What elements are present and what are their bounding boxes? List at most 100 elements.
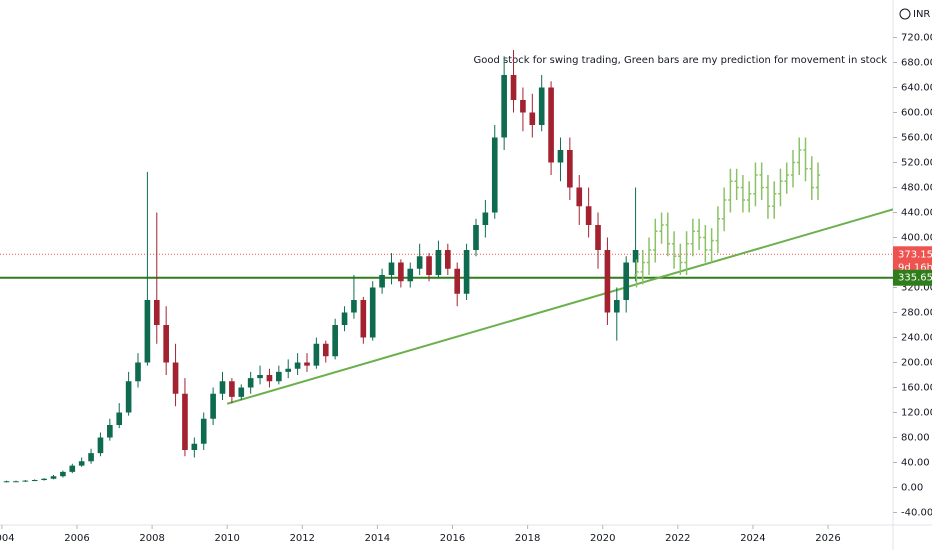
last-price-label: 373.15 [898,249,932,260]
candle-body [557,150,564,163]
candle-body [13,481,19,483]
x-tick-label: 2016 [440,533,465,544]
candle-body [379,275,385,288]
candle-body [313,343,320,366]
candle-body [144,300,151,363]
candle-body [294,362,301,369]
candle-body [182,393,188,450]
last-price-tag [893,246,932,275]
candle-body [529,112,536,125]
candle-body [520,100,526,113]
candle-body [510,75,517,100]
candle-body [632,250,639,263]
x-tick-label: 2008 [139,533,164,544]
x-tick-label: 2004 [0,533,15,544]
y-tick-label: 280.00 [901,308,932,319]
candle-body [341,312,348,325]
x-tick-label: 2018 [515,533,540,544]
y-tick-label: 40.00 [901,458,930,469]
y-tick-label: 560.00 [901,133,932,144]
y-tick-label: 80.00 [901,433,930,444]
candle-body [473,225,479,250]
candle-body [369,287,376,338]
y-tick-label: 200.00 [901,358,932,369]
candle-body [153,300,160,325]
candle-body [88,453,94,462]
y-tick-label: -40.00 [901,508,932,519]
candle-body [60,471,66,477]
candle-body [229,381,235,397]
x-tick-label: 2022 [665,533,690,544]
candle-body [31,480,38,481]
currency-icon [899,8,911,20]
candle-body [613,300,620,313]
candle-body [491,137,498,213]
candle-body [567,150,573,188]
hline-tag [893,269,932,286]
candle-body [501,75,507,138]
candle-body [135,362,141,382]
candle-body [116,412,123,425]
candle-body [163,325,169,363]
candle-body [604,250,611,313]
candle-body [407,268,414,282]
currency-label: INR [913,9,930,20]
annotation: Good stock for swing trading, Green bars… [473,55,887,66]
candle-body [351,300,357,313]
currency[interactable]: INR [899,8,930,20]
candle-body [200,418,207,444]
candle-body [97,437,104,454]
candle-body [78,461,85,466]
candle-body [360,300,367,338]
candle-body [332,325,338,357]
candle-body [444,250,451,269]
x-tick-label: 2026 [815,533,840,544]
candle-body [538,87,545,125]
candle-body [219,381,226,394]
x-tick-label: 2012 [290,533,315,544]
y-tick-label: 440.00 [901,208,932,219]
y-tick-label: 720.00 [901,33,932,44]
y-tick-label: 600.00 [901,108,932,119]
candle-body [416,256,423,269]
candle-body [426,256,432,275]
candle-body [257,375,263,379]
hline-label: 335.65 [898,273,932,284]
candle-body [3,481,10,483]
y-tick-label: 680.00 [901,58,932,69]
candle-body [585,206,592,225]
candle-body [50,476,57,479]
candle-body [69,465,76,472]
x-tick-label: 2014 [365,533,390,544]
candle-body [238,387,245,397]
x-tick-label: 2024 [740,533,765,544]
y-tick-label: 480.00 [901,183,932,194]
candle-body [285,368,292,372]
candle-body [107,425,113,438]
candle-body [41,478,47,480]
candle-body [398,262,404,282]
y-tick-label: 320.00 [901,283,932,294]
candle-body [576,187,583,207]
y-tick-label: 400.00 [901,233,932,244]
candle-body [322,343,329,357]
candle-body [463,250,470,294]
candle-body [191,443,198,450]
countdown-label: 9d 16h [898,262,932,273]
candle-body [276,371,282,382]
candle-body [454,268,461,294]
candle-body [266,375,273,382]
x-tick-label: 2020 [590,533,615,544]
y-tick-label: 520.00 [901,158,932,169]
y-tick-label: 640.00 [901,83,932,94]
trendline [226,208,893,405]
x-tick-label: 2010 [214,533,239,544]
plot-area [0,50,893,483]
candle-body [210,393,216,419]
y-tick-label: 160.00 [901,383,932,394]
y-tick-label: 240.00 [901,333,932,344]
candle-body [595,225,601,250]
candle-body [247,378,254,388]
candle-body [172,362,179,394]
